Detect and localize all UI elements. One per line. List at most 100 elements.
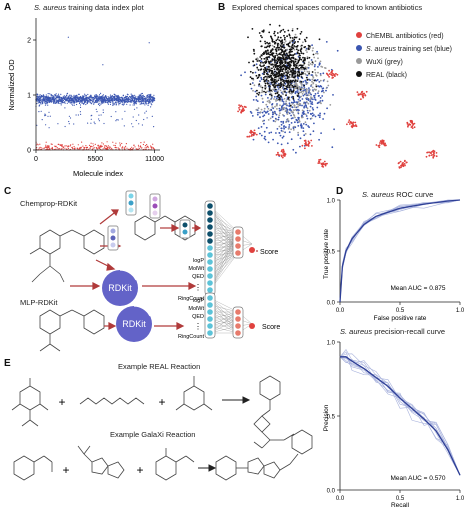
inactive-point [62, 102, 64, 104]
legend-label-chembl: ChEMBL antibiotics (red) [366, 33, 444, 40]
training-point [311, 112, 314, 115]
inactive-point [143, 96, 146, 98]
inactive-point [99, 101, 101, 103]
inactive-point [125, 99, 127, 101]
inactive-point [97, 101, 99, 103]
inactive-point [150, 94, 152, 97]
real-point [284, 91, 286, 93]
real-point [279, 70, 282, 73]
inactive-point [72, 99, 74, 102]
wuxi-point [257, 107, 260, 110]
inactive-point [81, 96, 83, 98]
real-point [259, 61, 262, 64]
real-point [266, 56, 269, 59]
panel-a-xlabel: Molecule index [73, 169, 123, 178]
real-point [287, 72, 289, 74]
inactive-point [77, 100, 79, 103]
nn-bottom-input-node [207, 316, 213, 322]
inactive-point [79, 106, 82, 108]
real-point [257, 93, 260, 96]
inactive-point [51, 97, 54, 99]
real-point [258, 32, 261, 34]
real-point [276, 45, 279, 47]
real-point [300, 76, 303, 78]
real-point [263, 68, 265, 71]
wuxi-point [267, 119, 270, 121]
real-point [288, 73, 291, 76]
real-point [275, 50, 278, 53]
active-point [60, 145, 63, 147]
inactive-point [94, 100, 97, 102]
inactive-point [149, 97, 151, 99]
inactive-point [111, 97, 113, 99]
real-point [280, 78, 282, 81]
inactive-point [94, 123, 96, 125]
real-point [315, 85, 318, 88]
inactive-point [108, 98, 110, 100]
inactive-point [149, 101, 151, 103]
roc-xtick-label: 0.0 [336, 308, 345, 314]
real-point [264, 75, 267, 78]
inactive-point [107, 101, 109, 103]
chembl-point [238, 104, 240, 106]
inactive-point [116, 98, 118, 100]
wuxi-point [267, 107, 270, 110]
training-point [303, 134, 306, 137]
real-point [282, 74, 285, 77]
inactive-point [57, 97, 60, 99]
chembl-point [365, 90, 368, 93]
wuxi-point [302, 41, 304, 44]
chembl-point [317, 162, 320, 165]
training-point [288, 112, 291, 115]
training-point [318, 138, 320, 141]
inactive-point [123, 103, 125, 105]
active-point [82, 145, 84, 147]
real-point [278, 46, 281, 49]
real-point [270, 89, 272, 92]
wuxi-point [309, 89, 311, 91]
inactive-point [126, 99, 128, 101]
real-point [292, 47, 295, 50]
active-point [137, 144, 140, 146]
active-point [122, 146, 124, 148]
inactive-point [118, 95, 120, 98]
inactive-point [114, 102, 116, 104]
inactive-point [51, 100, 53, 102]
inactive-point [135, 101, 137, 103]
active-point [104, 148, 106, 150]
training-point [252, 138, 255, 141]
wuxi-point [253, 84, 256, 87]
active-point [106, 141, 108, 143]
inactive-point [151, 101, 153, 103]
training-point [255, 95, 258, 98]
real-point [259, 56, 262, 58]
inactive-point [110, 115, 112, 118]
real-point [283, 72, 285, 74]
panel-d-roc-title-italic: S. aureus [362, 190, 395, 199]
inactive-point [111, 98, 113, 101]
inactive-point [59, 102, 61, 104]
inactive-point [60, 102, 62, 104]
wuxi-point [278, 125, 281, 128]
real-point [292, 69, 295, 72]
chembl-point [335, 72, 337, 75]
training-point [297, 134, 300, 136]
wuxi-point [317, 57, 319, 60]
real-point [272, 66, 275, 68]
real-reactant-3 [175, 376, 213, 411]
active-point [77, 148, 79, 150]
inactive-point [143, 118, 145, 121]
training-point [288, 126, 290, 128]
real-point [295, 48, 298, 51]
inactive-point [48, 101, 51, 103]
inactive-point [44, 100, 46, 102]
inactive-point [42, 95, 44, 97]
inactive-point [92, 96, 94, 99]
real-point [264, 91, 267, 94]
wuxi-point [292, 111, 294, 114]
real-point [271, 77, 274, 80]
pr-xlabel: Recall [391, 502, 410, 509]
real-point [288, 90, 291, 93]
real-point [300, 31, 303, 33]
real-point [262, 53, 264, 55]
